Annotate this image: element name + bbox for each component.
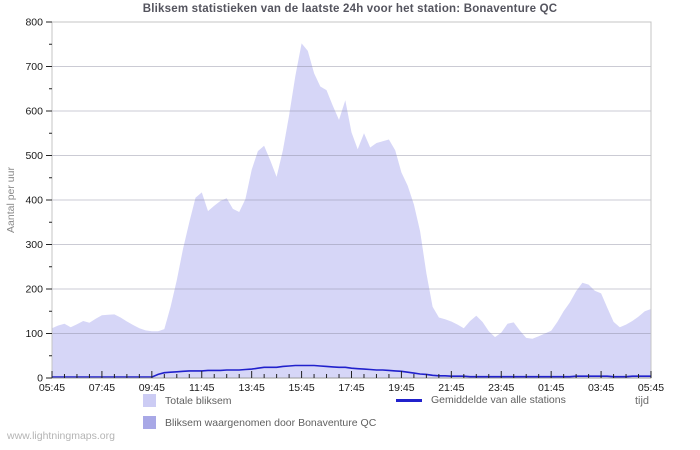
y-tick-label: 400: [25, 195, 43, 207]
x-tick-label: 03:45: [588, 382, 614, 394]
x-tick-label: 17:45: [338, 382, 364, 394]
x-tick-label: 19:45: [388, 382, 414, 394]
average-line-icon: [396, 398, 422, 402]
legend-item-station: Bliksem waargenomen door Bonaventure QC: [143, 416, 376, 429]
watermark: www.lightningmaps.org: [7, 430, 115, 442]
x-tick-label: 05:45: [638, 382, 664, 394]
x-tick-label: 13:45: [239, 382, 265, 394]
legend-item-average: Gemiddelde van alle stations: [396, 394, 566, 406]
legend-label-average: Gemiddelde van alle stations: [431, 394, 566, 406]
y-tick-label: 200: [25, 284, 43, 296]
y-tick-label: 300: [25, 239, 43, 251]
x-tick-label: 23:45: [488, 382, 514, 394]
x-tick-label: 09:45: [139, 382, 165, 394]
legend-item-total: Totale bliksem: [143, 394, 232, 407]
y-axis-title: Aantal per uur: [5, 167, 17, 233]
series-total-area: [52, 43, 651, 379]
y-tick-label: 800: [25, 17, 43, 29]
legend-label-station: Bliksem waargenomen door Bonaventure QC: [165, 416, 377, 429]
x-axis-title: tijd: [635, 395, 649, 407]
y-tick-label: 500: [25, 150, 43, 162]
legend-label-total: Totale bliksem: [165, 394, 232, 407]
y-tick-label: 100: [25, 328, 43, 340]
total-swatch-icon: [143, 394, 156, 407]
x-tick-label: 15:45: [288, 382, 314, 394]
x-tick-label: 01:45: [538, 382, 564, 394]
y-tick-label: 600: [25, 106, 43, 118]
station-swatch-icon: [143, 416, 156, 429]
chart-title: Bliksem statistieken van de laatste 24h …: [142, 3, 558, 15]
x-tick-label: 21:45: [438, 382, 464, 394]
x-tick-label: 11:45: [189, 382, 215, 394]
x-tick-label: 07:45: [89, 382, 115, 394]
x-tick-label: 05:45: [39, 382, 65, 394]
y-tick-label: 700: [25, 61, 43, 73]
y-tick-label: 0: [37, 373, 43, 385]
